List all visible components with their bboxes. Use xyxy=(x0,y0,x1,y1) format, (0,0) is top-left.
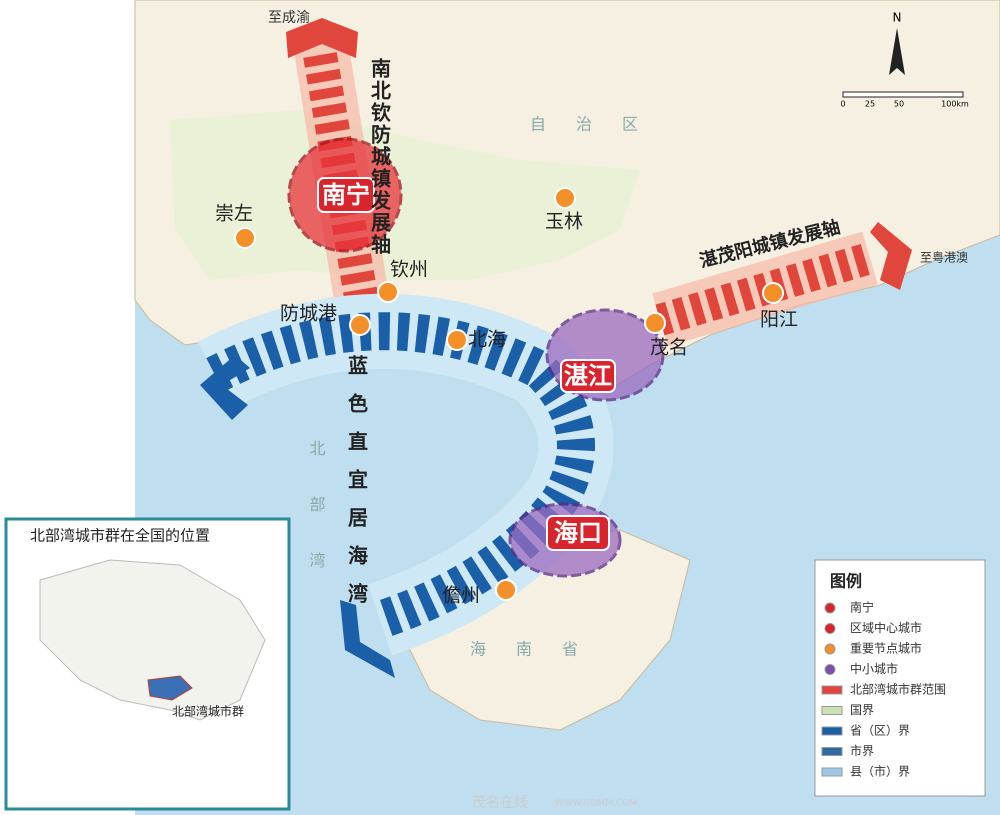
arrow-south xyxy=(340,600,395,678)
node-city xyxy=(234,227,256,249)
direction-label: 至粤港澳 xyxy=(920,250,968,265)
region-label: 海南省 xyxy=(470,640,608,659)
compass-label: N xyxy=(893,11,902,25)
city-label: 阳江 xyxy=(760,309,798,331)
node-city xyxy=(495,579,517,601)
compass xyxy=(889,28,905,75)
node-city xyxy=(349,314,371,336)
legend-label: 省（区）界 xyxy=(850,724,910,738)
inset-region xyxy=(147,675,193,701)
node-city xyxy=(554,187,576,209)
legend-label: 县（市）界 xyxy=(850,764,910,779)
legend-swatch xyxy=(824,602,836,614)
scale-label: 100km xyxy=(941,100,969,109)
scale-label: 50 xyxy=(894,100,904,109)
scale-label: 25 xyxy=(865,100,875,109)
city-label: 儋州 xyxy=(442,585,480,607)
legend-swatch xyxy=(821,726,843,736)
arrow-north xyxy=(286,18,358,58)
scale-label: 0 xyxy=(840,100,845,109)
legend-swatch xyxy=(821,685,843,695)
city-label: 茂名 xyxy=(650,337,688,359)
node-city xyxy=(762,282,784,304)
direction-label: 至成渝 xyxy=(268,10,310,26)
legend-title: 图例 xyxy=(830,572,862,591)
scale-bar xyxy=(842,91,964,98)
legend-swatch xyxy=(821,706,843,715)
label-box xyxy=(317,177,375,213)
label-box xyxy=(546,515,610,551)
arrow-east xyxy=(870,222,912,290)
region-label: 北部湾 xyxy=(307,440,326,608)
node-city xyxy=(446,329,468,351)
axis-bay xyxy=(206,312,595,639)
watermark: WWW.GDMM.COM xyxy=(555,799,637,809)
legend-swatch xyxy=(821,747,843,756)
legend-label: 南宁 xyxy=(850,600,874,615)
legend-label: 市界 xyxy=(850,743,874,758)
inset-label: 北部湾城市群 xyxy=(172,704,244,719)
legend-swatch xyxy=(824,643,836,655)
legend-label: 国界 xyxy=(850,703,874,717)
city-label: 崇左 xyxy=(215,203,253,225)
city-label: 钦州 xyxy=(390,259,428,281)
legend-label: 中小城市 xyxy=(850,661,898,676)
legend-swatch xyxy=(821,767,843,777)
city-label: 防城港 xyxy=(280,303,337,325)
legend-swatch xyxy=(824,623,836,634)
city-label: 北海 xyxy=(468,329,506,351)
arrow-west xyxy=(200,355,250,420)
city-label: 玉林 xyxy=(545,211,583,233)
legend-label: 北部湾城市群范围 xyxy=(850,682,946,697)
inset-china xyxy=(39,559,266,721)
axis-label: 南北钦防城镇发展轴 xyxy=(368,58,392,256)
node-city xyxy=(377,281,399,303)
watermark: 茂名在线 xyxy=(472,794,528,811)
legend-label: 区域中心城市 xyxy=(850,620,922,635)
label-box xyxy=(560,359,616,393)
axis-ns xyxy=(303,52,382,323)
city-label: 湛江 xyxy=(564,362,612,390)
axis-label: 蓝色直宜居海湾 xyxy=(345,355,369,621)
legend-label: 重要节点城市 xyxy=(850,641,922,656)
region-label: 自治区 xyxy=(530,115,668,134)
inset-title: 北部湾城市群在全国的位置 xyxy=(30,527,210,545)
node-city xyxy=(644,312,666,334)
legend xyxy=(814,559,986,797)
land-zone xyxy=(170,110,640,280)
city-label: 海口 xyxy=(554,519,602,547)
city-label: 南宁 xyxy=(322,181,370,209)
legend-swatch xyxy=(824,664,836,675)
